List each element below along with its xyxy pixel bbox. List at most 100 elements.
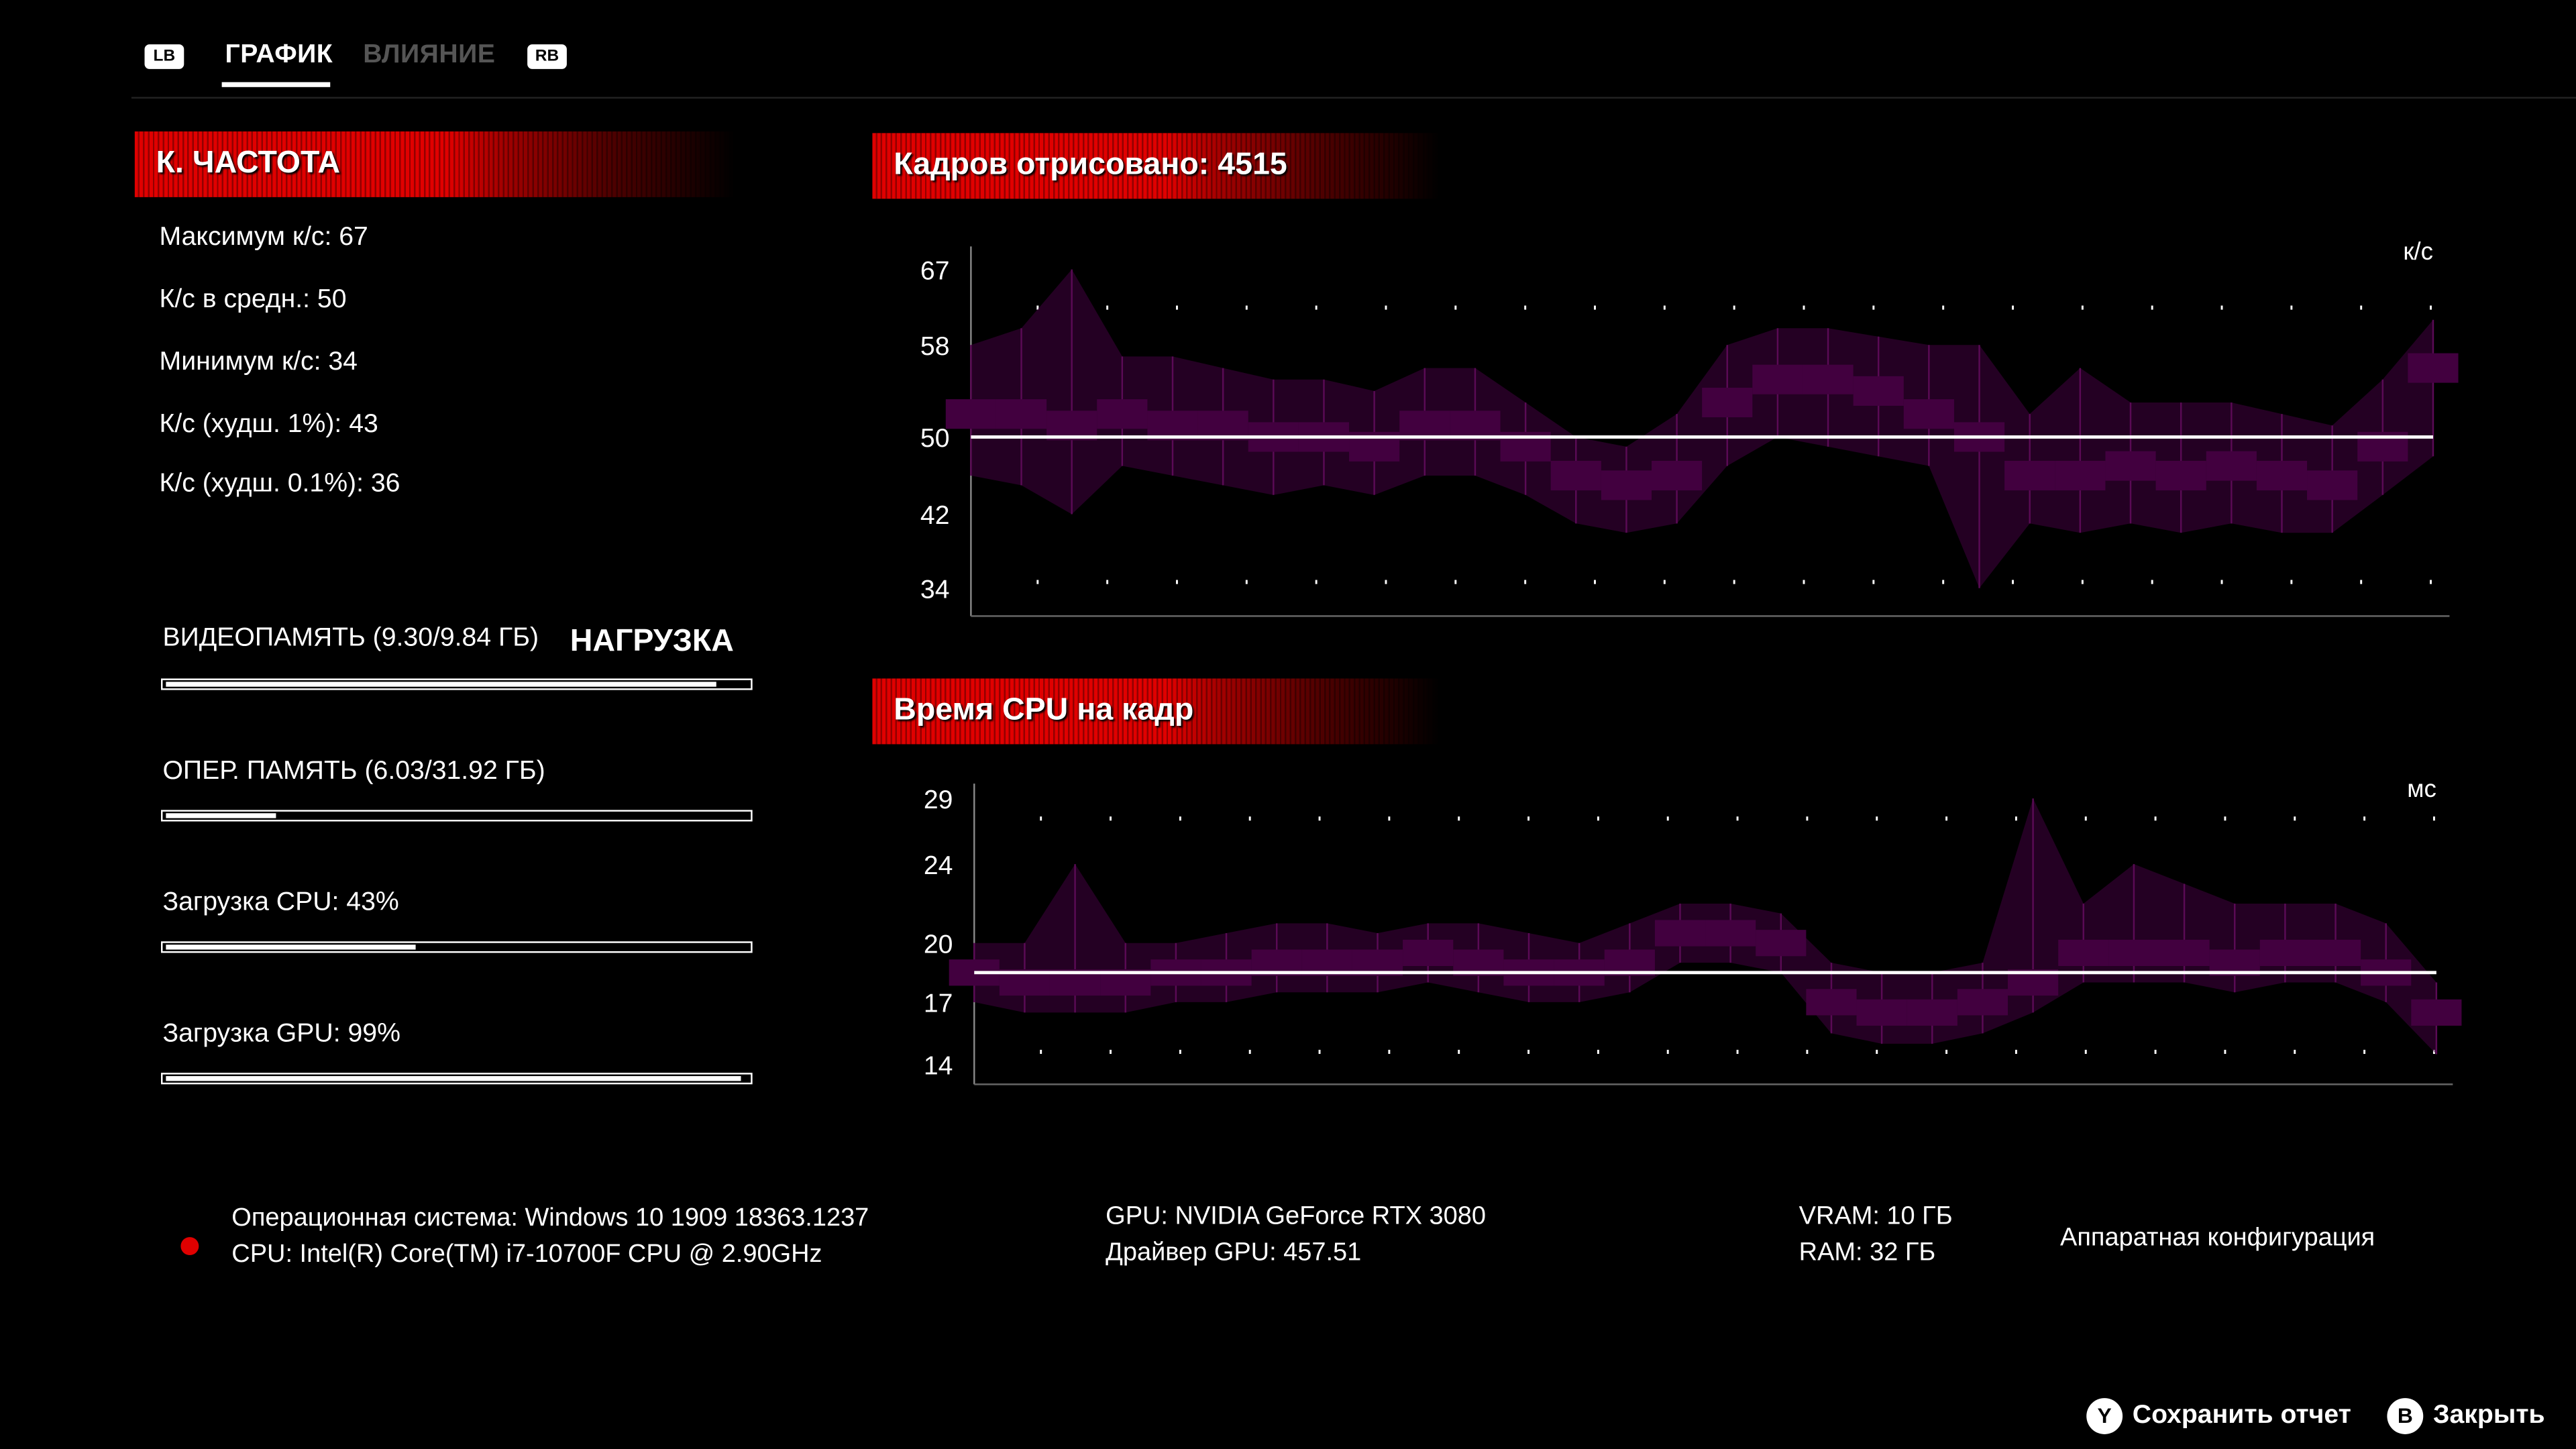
grid-dot (1454, 305, 1457, 310)
grid-dot (1245, 580, 1248, 584)
tab-graph[interactable]: ГРАФИК (225, 41, 333, 69)
y-button-icon: Y (2086, 1398, 2123, 1434)
grid-dot (2430, 305, 2432, 310)
grid-dot (1803, 580, 1805, 584)
rb-button-icon[interactable]: RB (527, 44, 567, 69)
data-mark (2206, 451, 2257, 481)
data-mark (1907, 999, 1957, 1026)
load-bar-label: ВИДЕОПАМЯТЬ (9.30/9.84 ГБ) (162, 624, 539, 653)
data-mark (2058, 939, 2109, 967)
system-info-mem: VRAM: 10 ГБ RAM: 32 ГБ (1799, 1199, 1953, 1272)
status-dot (180, 1237, 199, 1256)
grid-dot (1806, 816, 1809, 821)
os-info: Операционная система: Windows 10 1909 18… (231, 1204, 869, 1232)
data-mark (1097, 399, 1148, 429)
data-mark (1903, 399, 1954, 429)
y-tick-label: 14 (924, 1052, 953, 1081)
y-tick-label: 50 (920, 424, 950, 453)
y-tick-label: 42 (920, 501, 950, 530)
grid-dot (1388, 816, 1391, 821)
load-bar-label: Загрузка GPU: 99% (162, 1020, 400, 1049)
grid-dot (1733, 305, 1735, 310)
hardware-config-link[interactable]: Аппаратная конфигурация (2060, 1224, 2375, 1252)
grid-dot (1110, 816, 1112, 821)
grid-dot (1942, 580, 1945, 584)
grid-dot (1524, 580, 1527, 584)
grid-dot (1872, 305, 1875, 310)
data-mark (1752, 364, 1803, 394)
grid-dot (1036, 580, 1039, 584)
y-tick-label: 34 (920, 575, 950, 604)
stat-worst-01pct: К/с (худш. 0.1%): 36 (159, 470, 400, 498)
grid-dot (1385, 580, 1387, 584)
data-mark (1957, 989, 2008, 1016)
grid-dot (1315, 580, 1318, 584)
grid-dot (2294, 1049, 2296, 1055)
load-title: НАГРУЗКА (570, 624, 734, 659)
grid-dot (2154, 816, 2157, 821)
grid-dot (1597, 816, 1599, 821)
cpu-info: CPU: Intel(R) Core(TM) i7-10700F CPU @ 2… (231, 1240, 822, 1269)
data-mark (2411, 999, 2462, 1026)
load-progress-fill (166, 682, 716, 687)
grid-dot (2084, 1049, 2087, 1055)
grid-dot (1527, 1049, 1530, 1055)
grid-dot (1803, 305, 1805, 310)
unit-label: к/с (2403, 237, 2433, 265)
close-label: Закрыть (2432, 1401, 2545, 1430)
driver-info: Драйвер GPU: 457.51 (1106, 1238, 1362, 1267)
load-progress-bar (161, 1073, 753, 1085)
close-button[interactable]: B Закрыть (2387, 1398, 2545, 1434)
grid-dot (1527, 816, 1530, 821)
ram-info: RAM: 32 ГБ (1799, 1238, 1936, 1267)
data-mark (1705, 920, 1756, 947)
grid-dot (1458, 816, 1460, 821)
grid-dot (2151, 305, 2153, 310)
grid-dot (1315, 305, 1318, 310)
grid-dot (1040, 816, 1042, 821)
y-tick-label: 67 (920, 256, 950, 285)
system-info-gpu: GPU: NVIDIA GeForce RTX 3080 Драйвер GPU… (1106, 1199, 1486, 1272)
grid-dot (1594, 580, 1596, 584)
grid-dot (2015, 816, 2017, 821)
save-report-button[interactable]: Y Сохранить отчет (2086, 1398, 2351, 1434)
grid-dot (2294, 816, 2296, 821)
fps-panel-header: К. ЧАСТОТА (134, 131, 735, 197)
grid-dot (2363, 1049, 2366, 1055)
data-mark (2259, 939, 2310, 967)
data-mark (945, 399, 996, 429)
grid-dot (1385, 305, 1387, 310)
grid-dot (1942, 305, 1945, 310)
load-bar-label: Загрузка CPU: 43% (162, 888, 399, 917)
stat-max-fps: Максимум к/с: 67 (159, 223, 368, 252)
data-mark (2004, 460, 2055, 491)
data-mark (1601, 470, 1652, 500)
tab-impact[interactable]: ВЛИЯНИЕ (363, 41, 496, 69)
b-button-icon: B (2387, 1398, 2424, 1434)
grid-dot (1454, 580, 1457, 584)
data-mark (2408, 353, 2459, 383)
grid-dot (1040, 1049, 1042, 1055)
grid-dot (2430, 580, 2432, 584)
grid-dot (1318, 1049, 1321, 1055)
grid-dot (2151, 580, 2153, 584)
grid-dot (1245, 305, 1248, 310)
lb-button-icon[interactable]: LB (144, 44, 184, 69)
y-tick-label: 29 (924, 786, 953, 814)
grid-dot (2224, 1049, 2226, 1055)
grid-dot (1597, 1049, 1599, 1055)
data-mark (1652, 460, 1703, 491)
data-mark (2055, 460, 2106, 491)
data-mark (1806, 989, 1857, 1016)
grid-dot (1524, 305, 1527, 310)
fps-chart: 67 58 50 42 34 к/с (920, 237, 2459, 617)
grid-dot (1945, 1049, 1948, 1055)
y-tick-label: 24 (924, 851, 953, 880)
load-progress-fill (166, 945, 417, 950)
grid-dot (1663, 305, 1666, 310)
grid-dot (1872, 580, 1875, 584)
y-tick-label: 58 (920, 332, 950, 361)
data-mark (2310, 939, 2361, 967)
stat-worst-1pct: К/с (худш. 1%): 43 (159, 411, 378, 439)
